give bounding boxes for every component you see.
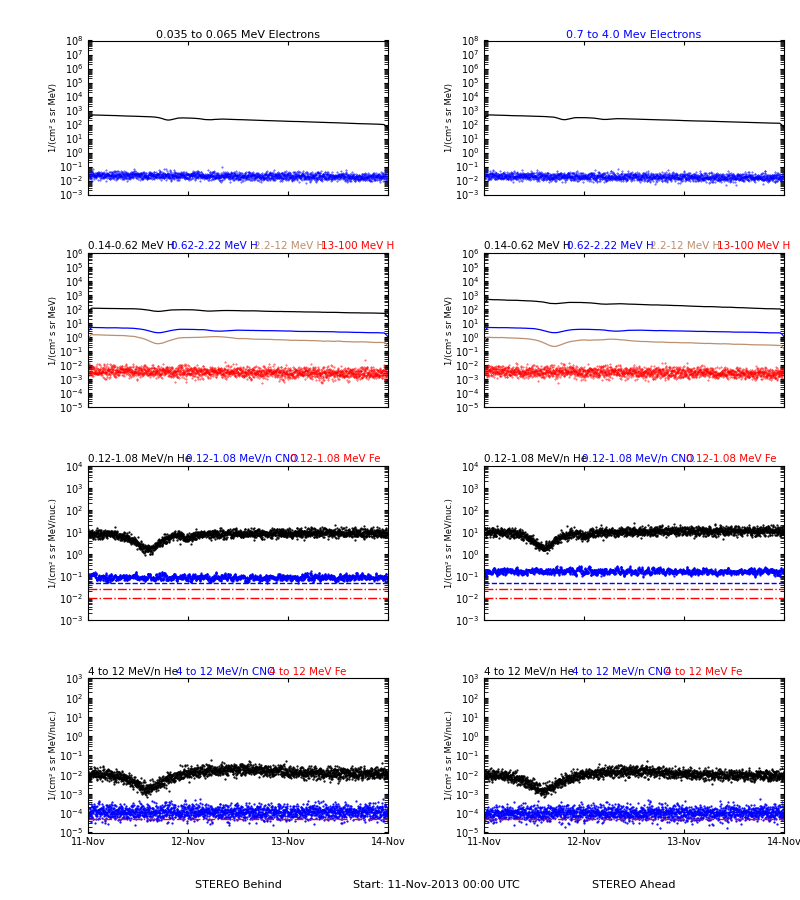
Title: 0.7 to 4.0 Mev Electrons: 0.7 to 4.0 Mev Electrons bbox=[566, 30, 702, 40]
Text: 0.12-1.08 MeV/n He: 0.12-1.08 MeV/n He bbox=[484, 454, 594, 464]
Text: 13-100 MeV H: 13-100 MeV H bbox=[321, 241, 401, 251]
Text: 4 to 12 MeV Fe: 4 to 12 MeV Fe bbox=[270, 667, 353, 677]
Y-axis label: 1/(cm² s sr MeV/nuc.): 1/(cm² s sr MeV/nuc.) bbox=[445, 498, 454, 588]
Text: 0.14-0.62 MeV H: 0.14-0.62 MeV H bbox=[88, 241, 181, 251]
Y-axis label: 1/(cm² s sr MeV/nuc.): 1/(cm² s sr MeV/nuc.) bbox=[49, 498, 58, 588]
Text: 2.2-12 MeV H: 2.2-12 MeV H bbox=[254, 241, 330, 251]
Text: 0.62-2.22 MeV H: 0.62-2.22 MeV H bbox=[171, 241, 264, 251]
Y-axis label: 1/(cm² s sr MeV/nuc.): 1/(cm² s sr MeV/nuc.) bbox=[49, 710, 58, 800]
Text: STEREO Behind: STEREO Behind bbox=[194, 880, 282, 890]
Text: 4 to 12 MeV/n CNO: 4 to 12 MeV/n CNO bbox=[176, 667, 282, 677]
Text: 0.12-1.08 MeV Fe: 0.12-1.08 MeV Fe bbox=[290, 454, 387, 464]
Text: 0.12-1.08 MeV/n CNO: 0.12-1.08 MeV/n CNO bbox=[582, 454, 702, 464]
Text: 2.2-12 MeV H: 2.2-12 MeV H bbox=[650, 241, 726, 251]
Y-axis label: 1/(cm² s sr MeV): 1/(cm² s sr MeV) bbox=[49, 83, 58, 152]
Text: 0.14-0.62 MeV H: 0.14-0.62 MeV H bbox=[484, 241, 577, 251]
Text: 0.12-1.08 MeV Fe: 0.12-1.08 MeV Fe bbox=[686, 454, 783, 464]
Text: 4 to 12 MeV/n CNO: 4 to 12 MeV/n CNO bbox=[572, 667, 678, 677]
Y-axis label: 1/(cm² s sr MeV/nuc.): 1/(cm² s sr MeV/nuc.) bbox=[445, 710, 454, 800]
Text: 4 to 12 MeV Fe: 4 to 12 MeV Fe bbox=[666, 667, 749, 677]
Text: 13-100 MeV H: 13-100 MeV H bbox=[717, 241, 797, 251]
Y-axis label: 1/(cm² s sr MeV): 1/(cm² s sr MeV) bbox=[445, 296, 454, 364]
Text: STEREO Ahead: STEREO Ahead bbox=[592, 880, 676, 890]
Y-axis label: 1/(cm² s sr MeV): 1/(cm² s sr MeV) bbox=[445, 83, 454, 152]
Text: 4 to 12 MeV/n He: 4 to 12 MeV/n He bbox=[88, 667, 185, 677]
Text: 4 to 12 MeV/n He: 4 to 12 MeV/n He bbox=[484, 667, 581, 677]
Y-axis label: 1/(cm² s sr MeV): 1/(cm² s sr MeV) bbox=[49, 296, 58, 364]
Text: 0.12-1.08 MeV/n CNO: 0.12-1.08 MeV/n CNO bbox=[186, 454, 306, 464]
Title: 0.035 to 0.065 MeV Electrons: 0.035 to 0.065 MeV Electrons bbox=[156, 30, 320, 40]
Text: Start: 11-Nov-2013 00:00 UTC: Start: 11-Nov-2013 00:00 UTC bbox=[353, 880, 519, 890]
Text: 0.62-2.22 MeV H: 0.62-2.22 MeV H bbox=[567, 241, 660, 251]
Text: 0.12-1.08 MeV/n He: 0.12-1.08 MeV/n He bbox=[88, 454, 198, 464]
